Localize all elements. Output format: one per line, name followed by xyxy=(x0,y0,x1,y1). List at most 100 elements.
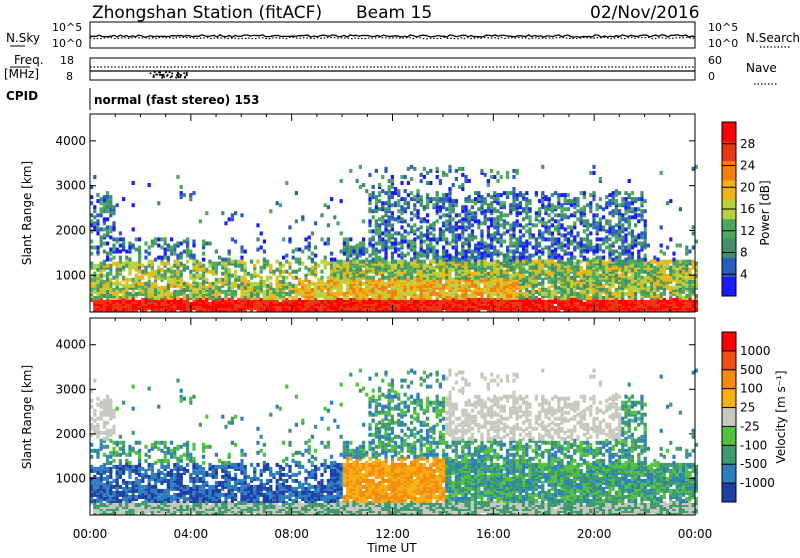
power-cell xyxy=(375,242,378,246)
power-cell xyxy=(532,223,535,227)
power-cell xyxy=(442,298,445,302)
power-cell xyxy=(263,290,266,294)
power-cell xyxy=(442,201,445,205)
power-cell xyxy=(477,298,480,302)
power-cell xyxy=(384,213,387,217)
power-cell xyxy=(599,294,602,298)
power-cell xyxy=(106,242,109,246)
power-cell xyxy=(144,242,147,246)
power-cell xyxy=(119,256,122,260)
power-cell xyxy=(429,223,432,227)
power-cell xyxy=(522,292,525,296)
power-cell xyxy=(484,278,487,282)
power-cell xyxy=(647,300,650,304)
freq-point xyxy=(153,74,155,76)
power-cell xyxy=(122,197,125,201)
power-cell xyxy=(560,223,563,227)
power-cell xyxy=(407,205,410,209)
power-cell xyxy=(461,256,464,260)
power-cell xyxy=(522,246,525,250)
power-cell xyxy=(554,290,557,294)
power-cell xyxy=(663,292,666,296)
power-cell xyxy=(96,268,99,272)
power-cell xyxy=(407,304,410,308)
power-cell xyxy=(327,308,330,312)
power-cell xyxy=(228,258,231,262)
power-cell xyxy=(455,240,458,244)
power-cell xyxy=(496,260,499,264)
power-cell xyxy=(544,205,547,209)
power-cell xyxy=(608,219,611,223)
power-cell xyxy=(404,235,407,239)
power-cell xyxy=(304,266,307,270)
power-cell xyxy=(576,197,579,201)
power-cell xyxy=(218,256,221,260)
power-cell xyxy=(554,237,557,241)
power-cell xyxy=(365,248,368,252)
power-cell xyxy=(605,246,608,250)
power-cell xyxy=(538,292,541,296)
power-cell xyxy=(464,197,467,201)
power-cell xyxy=(208,264,211,268)
power-cell xyxy=(618,191,621,195)
freq-point xyxy=(169,71,171,73)
power-cell xyxy=(397,248,400,252)
power-cell xyxy=(573,292,576,296)
power-cell xyxy=(461,167,464,171)
power-cell xyxy=(311,300,314,304)
power-cell xyxy=(493,298,496,302)
power-cell xyxy=(580,300,583,304)
power-cell xyxy=(647,286,650,290)
power-cell xyxy=(106,256,109,260)
power-cell xyxy=(311,258,314,262)
power-cell xyxy=(202,300,205,304)
power-cell xyxy=(420,272,423,276)
power-cell xyxy=(621,201,624,205)
power-cell xyxy=(128,262,131,266)
power-cell xyxy=(234,306,237,310)
power-cell xyxy=(260,270,263,274)
power-cell xyxy=(583,191,586,195)
power-cell xyxy=(637,233,640,237)
power-cell xyxy=(615,240,618,244)
power-cell xyxy=(96,274,99,278)
power-cell xyxy=(356,260,359,264)
power-cell xyxy=(416,294,419,298)
power-cell xyxy=(439,227,442,231)
power-cell xyxy=(564,294,567,298)
power-cell xyxy=(503,278,506,282)
power-cell xyxy=(608,237,611,241)
power-cell xyxy=(103,274,106,278)
power-cell xyxy=(132,282,135,286)
power-cell xyxy=(628,193,631,197)
power-cell xyxy=(512,250,515,254)
power-cell xyxy=(592,272,595,276)
power-cell xyxy=(119,288,122,292)
power-cell xyxy=(653,266,656,270)
power-cell xyxy=(538,207,541,211)
power-cell xyxy=(631,290,634,294)
power-cell xyxy=(391,278,394,282)
power-cell xyxy=(423,260,426,264)
power-cell xyxy=(445,296,448,300)
power-cell xyxy=(100,244,103,248)
power-cell xyxy=(362,288,365,292)
power-cell xyxy=(480,237,483,241)
power-cell xyxy=(461,205,464,209)
power-cell xyxy=(631,197,634,201)
power-cell xyxy=(420,179,423,183)
power-cell xyxy=(276,300,279,304)
power-cell xyxy=(400,252,403,256)
power-cell xyxy=(548,260,551,264)
power-cell xyxy=(176,290,179,294)
power-cell xyxy=(349,169,352,173)
power-cell xyxy=(397,290,400,294)
power-cell xyxy=(663,278,666,282)
power-cell xyxy=(615,235,618,239)
power-cell xyxy=(394,248,397,252)
power-cell xyxy=(644,300,647,304)
power-cell xyxy=(576,242,579,246)
power-cell xyxy=(519,211,522,215)
power-cell xyxy=(471,215,474,219)
power-cell xyxy=(634,207,637,211)
